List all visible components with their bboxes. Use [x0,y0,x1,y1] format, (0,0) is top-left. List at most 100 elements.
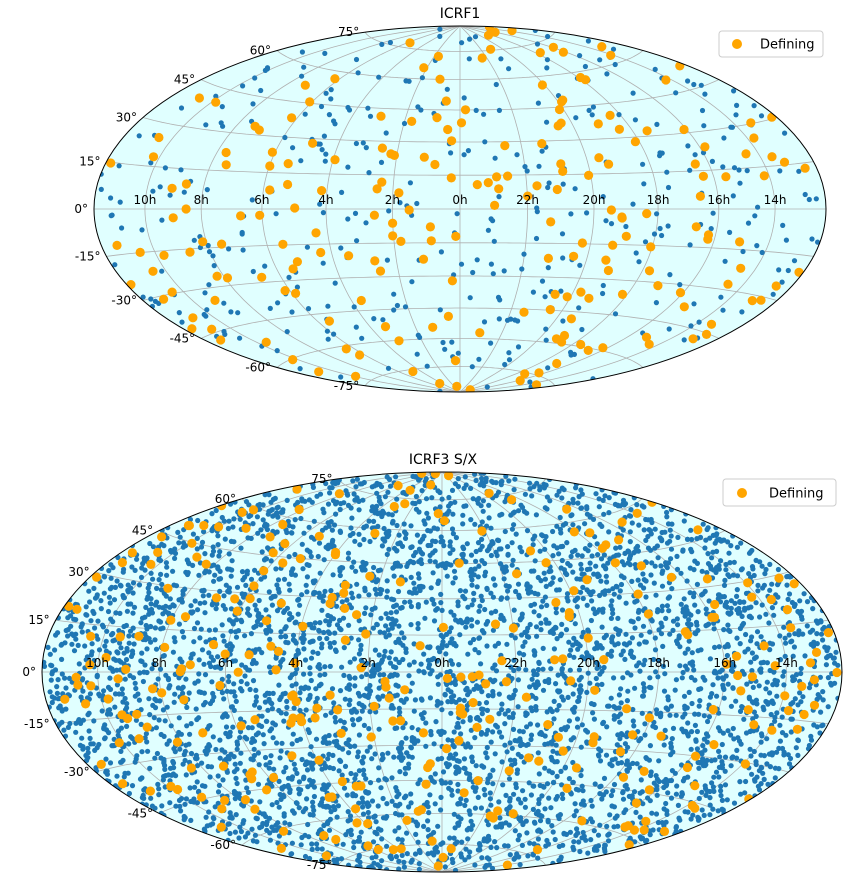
point-other [295,647,301,654]
point-other [103,756,109,762]
point-other [184,723,190,729]
point-other [416,847,422,854]
point-other [354,476,360,482]
point-other [757,559,763,565]
point-other [254,839,260,845]
point-other [415,625,421,632]
point-other [325,546,331,552]
point-other [652,647,659,653]
point-other [129,564,135,570]
point-other [382,648,388,655]
point-other [452,499,458,505]
point-other [391,307,397,313]
point-other [326,622,332,628]
point-other [253,623,259,629]
point-other [545,365,551,371]
point-other [196,788,202,794]
point-other [347,817,353,823]
point-other [266,815,273,821]
point-other [198,689,204,696]
point-other [363,605,369,611]
point-other [164,572,170,578]
point-other [758,752,764,758]
point-other [435,698,441,705]
point-other [636,522,642,528]
point-other [584,602,590,608]
point-other [48,662,54,668]
point-other [182,586,188,592]
point-other [496,194,502,200]
point-other [613,626,619,632]
point-other [341,785,348,791]
point-other [338,374,344,380]
point-other [109,743,115,749]
point-defining [532,181,542,191]
point-defining [584,293,594,303]
point-other [186,561,192,567]
point-other [502,742,508,748]
point-other [253,660,259,666]
point-other [210,815,216,821]
point-other [474,619,480,625]
point-other [178,808,184,814]
point-other [437,649,443,655]
point-other [714,693,720,699]
point-other [620,527,626,533]
point-other [568,513,574,519]
point-other [435,823,441,829]
point-other [825,675,832,681]
point-other [706,714,713,720]
point-other [699,592,705,598]
point-other [143,731,149,737]
point-other [758,634,764,640]
point-other [255,530,261,536]
point-other [343,488,349,494]
point-other [338,245,344,251]
point-other [476,841,483,847]
point-other [366,592,372,598]
point-defining [483,178,493,188]
point-other [287,821,293,828]
point-other [608,653,614,659]
point-defining [419,63,429,73]
point-other [591,716,598,722]
point-other [138,574,145,581]
point-other [248,576,255,582]
point-other [329,539,335,546]
point-other [199,588,205,594]
point-other [231,754,237,760]
point-defining [537,139,547,149]
point-other [255,781,262,787]
point-other [144,669,150,676]
point-other [196,671,202,677]
point-other [353,56,360,63]
point-other [543,583,549,590]
point-other [748,638,754,644]
point-other [655,674,661,680]
point-other [414,351,420,357]
point-other [390,518,396,525]
point-other [576,698,582,704]
point-other [172,691,178,697]
point-other [238,545,244,551]
point-other [389,775,395,781]
point-other [632,599,638,605]
point-defining [288,355,298,365]
point-other [263,607,269,613]
point-other [450,698,456,704]
point-other [513,531,519,537]
point-other [369,855,375,861]
point-other [612,61,618,68]
point-other [298,685,304,691]
point-other [289,569,295,575]
point-other [518,815,524,821]
point-other [541,485,548,491]
point-defining [419,152,429,162]
point-other [791,603,798,610]
point-other [253,694,259,700]
point-other [388,649,394,655]
point-other [327,485,333,491]
point-other [334,742,340,748]
point-other [345,164,351,170]
point-other [689,729,695,735]
